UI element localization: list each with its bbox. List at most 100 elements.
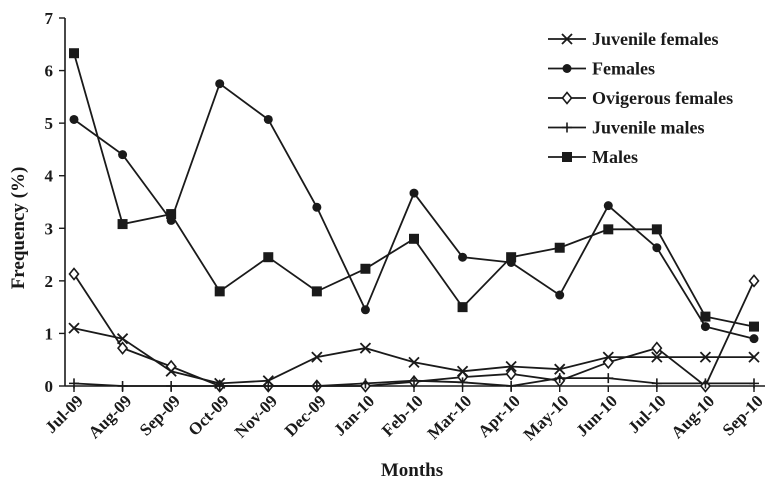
x-tick-label: Sep-10	[719, 391, 767, 439]
series-females	[69, 79, 759, 344]
y-axis-title: Frequency (%)	[8, 167, 29, 290]
data-point-females	[312, 202, 322, 212]
legend-marker	[561, 91, 573, 105]
data-point-ovigerous-females	[748, 274, 760, 288]
y-tick-label: 5	[45, 114, 54, 133]
legend-item-males: Males	[548, 147, 638, 167]
data-point-males	[749, 321, 759, 332]
data-point-juvenile-females	[505, 360, 517, 373]
y-tick-label: 6	[45, 62, 54, 81]
data-point-juvenile-females	[699, 351, 712, 363]
data-point-males	[214, 286, 225, 297]
y-tick-label: 2	[45, 272, 54, 291]
data-point-juvenile-females	[262, 375, 274, 387]
data-point-males	[263, 252, 274, 263]
x-tick-label: Jul-10	[624, 391, 669, 436]
data-point-females	[409, 188, 419, 198]
legend-marker	[562, 122, 572, 133]
legend-marker	[562, 152, 572, 162]
series-males	[69, 48, 759, 332]
x-tick-label: Sep-09	[136, 391, 184, 439]
y-tick-label: 4	[45, 167, 54, 186]
data-point-males	[651, 224, 662, 235]
data-point-males	[69, 48, 79, 59]
x-tick-label: Aug-09	[85, 391, 136, 442]
data-point-females	[749, 334, 759, 344]
legend-item-juvenile-females: Juvenile females	[548, 29, 718, 49]
data-point-juvenile-females	[68, 322, 80, 334]
series-group	[68, 48, 760, 393]
data-point-juvenile-females	[651, 351, 663, 363]
x-tick-label: Nov-09	[231, 391, 281, 441]
data-point-males	[360, 263, 371, 274]
legend-label: Males	[592, 147, 638, 167]
data-point-juvenile-males	[311, 381, 322, 391]
data-point-females	[506, 257, 516, 267]
data-point-females	[118, 150, 128, 160]
data-point-ovigerous-females	[68, 267, 80, 281]
data-point-females	[652, 243, 662, 253]
y-tick-label: 3	[45, 219, 54, 238]
x-tick-label: Feb-10	[378, 391, 427, 440]
legend-item-females: Females	[548, 59, 655, 79]
data-point-females	[700, 322, 710, 332]
data-point-females	[166, 215, 176, 225]
data-point-juvenile-males	[651, 378, 662, 389]
data-point-males	[166, 209, 177, 220]
data-point-juvenile-females	[359, 342, 372, 354]
data-point-ovigerous-females	[117, 341, 129, 355]
data-point-juvenile-males	[603, 373, 614, 384]
series-juvenile-males	[69, 373, 759, 391]
data-point-females	[263, 114, 273, 124]
y-tick-label: 7	[45, 9, 54, 28]
data-point-juvenile-females	[602, 351, 614, 363]
data-point-males	[457, 302, 468, 313]
x-tick-label: Oct-09	[184, 391, 232, 439]
legend-label: Juvenile males	[592, 118, 705, 138]
x-tick-label: Jul-09	[41, 391, 86, 436]
data-point-males	[603, 224, 614, 235]
data-point-juvenile-males	[506, 381, 517, 391]
data-point-juvenile-females	[116, 333, 129, 345]
legend-marker	[561, 33, 573, 45]
x-tick-label: Mar-10	[424, 391, 476, 443]
legend-label: Females	[592, 59, 655, 79]
data-point-juvenile-males	[166, 381, 177, 391]
data-point-juvenile-males	[457, 377, 468, 388]
legend-item-juvenile-males: Juvenile males	[548, 118, 705, 138]
data-point-juvenile-females	[748, 351, 760, 363]
data-point-ovigerous-females	[651, 341, 663, 355]
data-point-juvenile-males	[700, 378, 711, 389]
data-point-males	[409, 233, 419, 244]
data-point-females	[69, 114, 79, 124]
data-point-juvenile-males	[360, 378, 371, 389]
data-point-juvenile-males	[749, 378, 759, 389]
legend-marker	[562, 64, 572, 73]
data-point-females	[215, 79, 225, 89]
data-point-juvenile-females	[408, 356, 420, 368]
data-point-males	[554, 242, 565, 253]
x-tick-label: May-10	[520, 391, 573, 444]
y-tick-label: 0	[45, 377, 54, 396]
data-point-males	[506, 252, 517, 263]
data-point-ovigerous-females	[505, 367, 517, 381]
series-juvenile-females	[68, 322, 760, 390]
data-point-juvenile-females	[554, 363, 566, 375]
y-axis: 0 1 2 3 4 5 6 7	[45, 9, 66, 396]
data-point-juvenile-males	[409, 375, 419, 386]
legend-label: Juvenile females	[592, 29, 718, 49]
data-point-juvenile-males	[554, 373, 565, 384]
data-point-females	[603, 201, 613, 211]
data-point-juvenile-females	[311, 351, 323, 363]
x-tick-label: Aug-10	[667, 391, 718, 442]
data-point-juvenile-males	[214, 381, 225, 391]
legend-label: Ovigerous females	[592, 88, 733, 108]
data-point-juvenile-males	[69, 378, 79, 389]
x-axis-title: Months	[381, 460, 443, 481]
legend-item-ovigerous-females: Ovigerous females	[548, 88, 733, 108]
data-point-juvenile-females	[456, 365, 469, 377]
legend: Juvenile females Females Ovigerous females…	[548, 29, 733, 167]
data-point-males	[311, 286, 322, 297]
